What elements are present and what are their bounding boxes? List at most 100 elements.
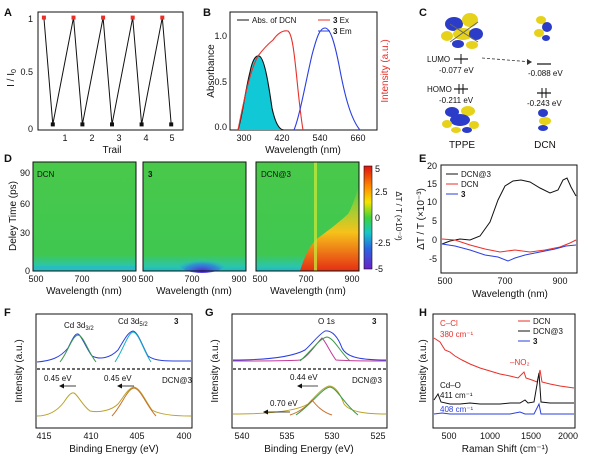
sample-tag-f-dcn3: DCN@3	[162, 376, 192, 385]
panel-label-b: B	[203, 7, 211, 19]
x-axis-label-h: Raman Shift (cm⁻¹)	[462, 444, 548, 455]
xps-o1s-fit-dcn3-a	[295, 386, 359, 416]
colorbar-tick-2.5: 2.5	[375, 187, 388, 197]
molecule-name-dcn: DCN	[534, 140, 556, 151]
peak-label-o1s: O 1s	[318, 317, 335, 326]
cycle-point-high	[130, 15, 135, 20]
x-tick-f-415: 415	[36, 431, 51, 441]
kinetic-curve-dcn	[441, 238, 577, 253]
y-tick-d-90: 90	[20, 168, 30, 178]
xps-cd-fit-3-b	[114, 331, 152, 363]
panel-g: G Intensity (a.u.) 540 535 530 525 Bindi…	[205, 307, 388, 455]
shift-label-g-1: 0.44 eV	[290, 373, 318, 382]
legend-em: 3 Em	[333, 27, 352, 36]
panel-label-d: D	[4, 153, 12, 165]
y-axis-label-a: I / I0	[6, 69, 18, 87]
molecule-name-tppe: TPPE	[449, 140, 475, 151]
shift-arrow-head-g-1	[297, 383, 302, 389]
x-tick-d1-500: 500	[28, 274, 43, 284]
shift-arrow-head-f-2	[117, 383, 122, 389]
xps-cd-spectrum-dcn3	[36, 386, 192, 417]
raman-annotation-cd-o: Cd–O	[440, 381, 461, 390]
x-tick-d2-700: 700	[184, 274, 199, 284]
legend-abs: Abs. of DCN	[252, 16, 297, 25]
y-tick-e-15: 15	[427, 179, 437, 189]
panel-label-e: E	[419, 153, 426, 165]
colorbar-tick-5: 5	[375, 164, 380, 174]
panel-c: C LUMO -0.077 eV -0.088 eV HOMO	[419, 7, 563, 151]
x-tick-d2-900: 900	[231, 274, 246, 284]
y-tick-e-0: 0	[432, 235, 437, 245]
plot-frame-a	[37, 11, 184, 131]
x-tick-d3-700: 700	[298, 274, 313, 284]
x-tick-g-530: 530	[324, 431, 339, 441]
sample-tag-g-dcn3: DCN@3	[352, 376, 382, 385]
legend-ex: 3 Ex	[333, 16, 349, 25]
em-spectrum-3	[293, 27, 361, 131]
panel-f: F Intensity (a.u.) 415 410 405 400 Bindi…	[4, 307, 193, 455]
cycle-line-a	[43, 17, 172, 125]
legend-e-dcn3: DCN@3	[461, 170, 491, 179]
ex-spectrum-3	[237, 30, 304, 131]
cycle-point-high	[160, 15, 165, 20]
colorbar-tick-neg5: -5	[375, 264, 383, 274]
x-tick-b-300: 300	[236, 133, 251, 143]
x-tick-a-5: 5	[169, 133, 174, 143]
raman-annotation-no2: –NO₂	[510, 358, 530, 367]
y-axis-label-h: Intensity (a.u.)	[418, 339, 429, 402]
y-axis-label-g: Intensity (a.u.)	[210, 339, 221, 402]
heatmap-dcn-3-stripe	[314, 162, 317, 271]
x-tick-d3-900: 900	[344, 274, 359, 284]
heatmap-dcn	[33, 162, 136, 271]
x-axis-label-g: Binding Energy (eV)	[264, 444, 354, 455]
y-tick-d-60: 60	[20, 199, 30, 209]
x-tick-b-660: 660	[350, 133, 365, 143]
svg-text:I / I0: I / I0	[6, 69, 18, 87]
shift-label-f-2: 0.45 eV	[104, 374, 132, 383]
legend-h-3: 3	[533, 337, 538, 346]
heatmap-3-frame	[142, 161, 247, 272]
cycle-point-low	[50, 122, 55, 127]
x-axis-label-d2: Wavelength (nm)	[156, 286, 232, 297]
x-tick-d1-700: 700	[74, 274, 89, 284]
plot-frame-b	[229, 11, 378, 131]
x-tick-h-1500: 1500	[521, 431, 541, 441]
dcn-lumo-orbital	[534, 16, 552, 41]
cycle-point-high	[41, 15, 46, 20]
homo-label: HOMO	[427, 85, 452, 94]
heatmap-title-dcn-3: DCN@3	[261, 170, 291, 179]
x-tick-d3-500: 500	[252, 274, 267, 284]
y-tick-a-05: 0.5	[20, 67, 33, 77]
heatmap-dcn-edge	[33, 266, 136, 271]
heatmap-dcn-3-frame	[255, 161, 360, 272]
plot-frame-h	[432, 313, 576, 429]
x-tick-h-1000: 1000	[480, 431, 500, 441]
heatmap-title-3: 3	[148, 170, 153, 179]
x-tick-h-500: 500	[441, 431, 456, 441]
tppe-homo-energy: -0.211 eV	[439, 96, 474, 105]
xps-cd-spectrum-3	[36, 330, 192, 363]
y-tick-e-5: 5	[432, 216, 437, 226]
cycle-point-low	[80, 122, 85, 127]
xps-o1s-spectrum-3	[232, 330, 387, 361]
panel-label-h: H	[419, 307, 427, 319]
transfer-arrow	[481, 57, 533, 63]
x-tick-e-500: 500	[437, 276, 452, 286]
xps-o1s-fit-dcn3-b	[289, 399, 333, 416]
x-tick-a-1: 1	[62, 133, 67, 143]
shift-label-g-2: 0.70 eV	[270, 399, 298, 408]
panel-b: B Absorbance Intensity (a.u.) 0.0 0.5 1.…	[203, 7, 391, 156]
tppe-lumo-energy: -0.077 eV	[439, 66, 474, 75]
heatmap-3	[143, 162, 246, 271]
panel-d: D Deley Time (ps) 0 30 60 90 DCN 500 700…	[4, 153, 403, 297]
x-tick-d1-900: 900	[121, 274, 136, 284]
dcn-absorbance-area	[238, 55, 284, 130]
cycle-point-high	[71, 15, 76, 20]
cycle-point-low	[169, 122, 174, 127]
legend-h-dcn3: DCN@3	[533, 327, 563, 336]
y-axis-label-d: Deley Time (ps)	[8, 181, 19, 251]
xps-o1s-fit-3-b	[299, 336, 351, 362]
plot-frame-e	[440, 164, 578, 274]
heatmap-dcn-frame	[32, 161, 137, 272]
x-tick-g-535: 535	[279, 431, 294, 441]
